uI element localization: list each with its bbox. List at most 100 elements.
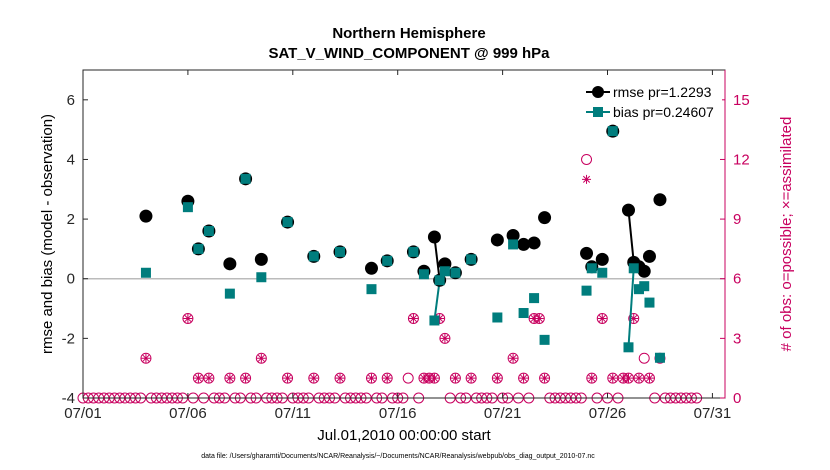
bias-point <box>466 254 477 265</box>
bias-point <box>382 255 393 266</box>
y-tick-label: -2 <box>62 330 75 347</box>
bias-point <box>628 263 639 274</box>
obs-assimilated-marker <box>508 353 518 363</box>
legend-bias-label: bias pr=0.24607 <box>613 104 714 120</box>
y-tick-label: 0 <box>67 271 75 288</box>
obs-possible-marker <box>224 372 236 384</box>
legend: rmse pr=1.2293 bias pr=0.24607 <box>582 80 722 124</box>
obs-assimilated-marker <box>204 373 214 383</box>
y2-tick-label: 0 <box>733 390 741 407</box>
bias-point <box>518 308 529 319</box>
bias-point <box>308 251 319 262</box>
bias-point <box>224 288 235 299</box>
obs-possible-marker <box>255 352 267 364</box>
rmse-segment <box>627 210 635 263</box>
rmse-point <box>527 236 541 250</box>
obs-assimilated-marker <box>534 313 544 323</box>
obs-possible-marker <box>449 372 461 384</box>
obs-possible-marker <box>240 372 252 384</box>
bias-point <box>633 284 644 295</box>
obs-possible-marker <box>596 312 608 324</box>
chart-subtitle: SAT_V_WIND_COMPONENT @ 999 hPa <box>268 45 550 62</box>
y2-tick-label: 12 <box>733 151 750 168</box>
obs-assimilated-marker <box>634 373 644 383</box>
obs-assimilated-marker <box>629 313 639 323</box>
x-axis: 07/01 07/06 07/11 07/16 07/21 07/26 07/31 <box>64 70 731 422</box>
obs-possible-marker <box>182 312 194 324</box>
bias-point <box>529 293 540 304</box>
obs-possible-marker <box>586 372 598 384</box>
obs-assimilated-marker <box>587 373 597 383</box>
y2-tick-label: 3 <box>733 330 741 347</box>
y-axis-label: rmse and bias (model - observation) <box>39 114 56 354</box>
legend-rmse-marker <box>592 86 604 98</box>
rmse-point <box>538 211 552 225</box>
y2-tick-label: 15 <box>733 92 750 109</box>
obs-assimilated-marker <box>429 373 439 383</box>
bias-segment <box>433 280 441 321</box>
rmse-point <box>364 261 378 275</box>
obs-assimilated-marker <box>435 313 445 323</box>
obs-possible-marker <box>628 312 640 324</box>
bias-point <box>539 334 550 345</box>
obs-possible-marker <box>407 312 419 324</box>
bias-point <box>492 312 503 323</box>
obs-assimilated-marker <box>225 373 235 383</box>
bias-point <box>581 285 592 296</box>
bias-point <box>654 352 665 363</box>
obs-possible-marker <box>140 352 152 364</box>
bias-point <box>408 246 419 257</box>
plot-area <box>83 70 725 398</box>
obs-assimilated-marker <box>419 373 429 383</box>
bias-point <box>140 267 151 278</box>
obs-possible-marker <box>507 352 519 364</box>
obs-assimilated-marker <box>183 313 193 323</box>
bias-point <box>203 226 214 237</box>
obs-assimilated-marker <box>440 333 450 343</box>
x-axis-label: Jul.01,2010 00:00:00 start <box>317 427 491 444</box>
y2-tick-label: 6 <box>733 271 741 288</box>
bias-point <box>607 126 618 137</box>
obs-assimilated-marker <box>283 373 293 383</box>
x-tick-label: 07/26 <box>589 405 627 422</box>
obs-possible-marker <box>402 372 414 384</box>
obs-possible-marker <box>334 372 346 384</box>
obs-assimilated-marker <box>366 373 376 383</box>
obs-assimilated-marker <box>450 373 460 383</box>
legend-box <box>582 80 722 124</box>
bias-series <box>140 126 665 363</box>
bias-point <box>182 202 193 213</box>
bias-point <box>623 342 634 353</box>
obs-possible-marker <box>282 372 294 384</box>
bias-point <box>450 267 461 278</box>
x-tick-label: 07/21 <box>484 405 522 422</box>
legend-bias-marker <box>593 107 603 117</box>
obs-possible-marker <box>518 372 530 384</box>
bias-point <box>335 246 346 257</box>
bias-point <box>639 281 650 292</box>
bias-point <box>429 315 440 326</box>
y2-tick-label: 9 <box>733 211 741 228</box>
y2-axis-label: # of obs: o=possible; ×=assimilated <box>778 117 795 352</box>
obs-assimilated-marker <box>529 313 539 323</box>
bias-point <box>282 217 293 228</box>
obs-possible-marker <box>539 372 551 384</box>
obs-possible-marker <box>581 153 593 165</box>
rmse-point <box>642 249 656 263</box>
obs-assimilated-marker <box>382 373 392 383</box>
bias-segment <box>627 268 635 348</box>
obs-assimilated-marker <box>608 373 618 383</box>
obs-assimilated-marker <box>141 353 151 363</box>
rmse-point <box>506 228 520 242</box>
x-tick-label: 07/31 <box>694 405 732 422</box>
bias-point <box>644 297 655 308</box>
data-file-footer: data file: /Users/gharamti/Documents/NCA… <box>201 453 595 460</box>
bias-point <box>508 239 519 250</box>
rmse-segment <box>433 236 441 281</box>
rmse-point <box>621 203 635 217</box>
obs-possible-marker <box>491 372 503 384</box>
bias-point <box>366 284 377 295</box>
obs-assimilated-marker <box>540 373 550 383</box>
obs-assimilated-marker <box>256 353 266 363</box>
rmse-point <box>637 264 651 278</box>
